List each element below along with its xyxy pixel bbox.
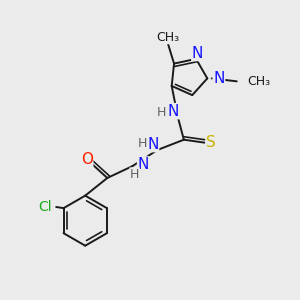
Text: N: N	[192, 46, 203, 61]
Text: N: N	[213, 71, 225, 86]
Text: N: N	[138, 157, 149, 172]
Text: N: N	[147, 136, 159, 152]
Text: N: N	[168, 103, 179, 118]
Text: Cl: Cl	[38, 200, 52, 214]
Text: H: H	[130, 168, 140, 181]
Text: CH₃: CH₃	[157, 31, 180, 44]
Text: O: O	[81, 152, 93, 167]
Text: CH₃: CH₃	[247, 75, 270, 88]
Text: H: H	[138, 137, 147, 150]
Text: H: H	[157, 106, 167, 119]
Text: S: S	[206, 135, 216, 150]
